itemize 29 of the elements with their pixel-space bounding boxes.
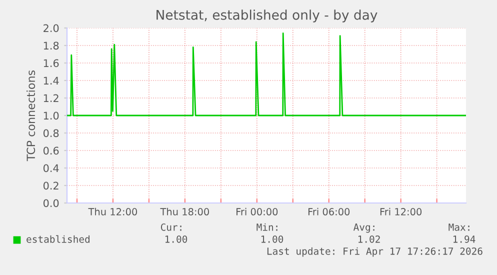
y-tick-label: 0.6 — [43, 146, 59, 155]
y-tick-label: 1.6 — [44, 59, 59, 68]
text: Avg: — [353, 224, 374, 233]
y-tick-label: 1.8 — [44, 42, 59, 50]
text: 1.00 — [165, 235, 188, 243]
x-tick-label: Fri 00:00 — [236, 208, 278, 216]
text: Cur: — [160, 223, 182, 231]
chart-title: Netstat, established only - by day — [156, 10, 378, 22]
y-tick-label: 1.2 — [44, 94, 58, 102]
y-tick-label: 0.0 — [43, 199, 59, 208]
text: Min: — [256, 223, 278, 231]
y-tick-label: 1.0 — [44, 112, 59, 120]
x-tick-label: Thu 18:00 — [160, 208, 209, 216]
y-axis-title: TCP connections — [26, 70, 36, 162]
x-tick-label: Thu 12:00 — [88, 208, 138, 216]
legend-label: established — [26, 235, 90, 243]
x-tick-label: Fri 06:00 — [308, 208, 350, 216]
text: 1.02 — [358, 235, 380, 243]
y-tick-label: 2.0 — [44, 24, 59, 32]
y-tick-label: 0.8 — [43, 129, 59, 138]
y-tick-label: 0.4 — [43, 164, 59, 172]
x-tick-label: Fri 12:00 — [380, 208, 422, 216]
text: Last update: Fri Apr 17 17:26:17 2026 — [267, 247, 482, 257]
line-series — [67, 32, 466, 116]
y-tick-label: 0.2 — [43, 182, 58, 190]
text: Max: — [448, 224, 470, 231]
y-tick-label: 1.4 — [44, 76, 59, 84]
text: 1.00 — [261, 235, 284, 243]
text: 1.94 — [453, 235, 476, 243]
